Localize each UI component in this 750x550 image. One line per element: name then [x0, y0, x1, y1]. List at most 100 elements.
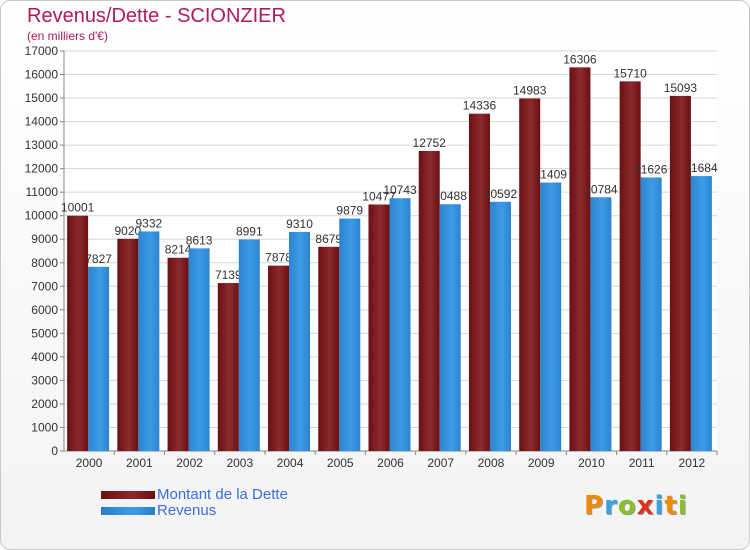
y-tick-label: 6000 [31, 303, 58, 317]
bar-revenue [439, 204, 461, 451]
bar-debt [268, 265, 290, 451]
data-label-revenue: 8991 [236, 224, 263, 238]
data-label-debt: 9020 [114, 224, 141, 238]
y-tick-label: 10000 [25, 209, 59, 223]
data-label-revenue: 10592 [484, 187, 518, 201]
logo-letter: i [654, 491, 665, 521]
bar-debt [669, 95, 691, 451]
data-label-debt: 16306 [563, 52, 597, 66]
bar-revenue [489, 201, 511, 451]
bar-debt [519, 98, 541, 451]
data-label-revenue: 10488 [434, 189, 468, 203]
x-tick-label: 2009 [528, 456, 555, 470]
data-label-revenue: 11409 [534, 168, 567, 182]
logo-letter: i [677, 491, 688, 521]
bar-revenue [540, 182, 562, 451]
bar-revenue [188, 248, 210, 451]
logo-letter: r [604, 491, 618, 521]
bar-revenue [690, 176, 712, 452]
data-label-debt: 14983 [513, 83, 547, 97]
x-tick-label: 2008 [478, 456, 505, 470]
bar-debt [67, 215, 89, 451]
bar-revenue [289, 231, 311, 451]
bar-revenue [88, 266, 110, 451]
data-label-revenue: 11684 [685, 161, 718, 175]
y-tick-label: 17000 [25, 44, 59, 58]
data-label-revenue: 9879 [336, 204, 363, 218]
bar-revenue [339, 218, 361, 451]
data-label-debt: 8214 [165, 243, 192, 257]
bar-revenue [640, 177, 662, 451]
data-label-revenue: 10784 [584, 182, 618, 196]
y-tick-label: 14000 [25, 115, 59, 129]
y-tick-label: 2000 [31, 397, 58, 411]
data-label-revenue: 10743 [383, 183, 417, 197]
data-label-debt: 10477 [362, 189, 396, 203]
bar-revenue [389, 198, 411, 451]
chart-title: Revenus/Dette - SCIONZIER [27, 5, 286, 27]
legend-item-revenue: Revenus [101, 503, 288, 519]
bar-revenue [138, 231, 160, 451]
legend-label-debt: Montant de la Dette [157, 486, 288, 503]
data-label-debt: 7878 [265, 251, 292, 265]
y-tick-label: 4000 [31, 350, 58, 364]
logo-letter: P [584, 491, 605, 521]
x-tick-label: 2006 [377, 456, 404, 470]
data-label-debt: 12752 [413, 136, 447, 150]
bar-debt [117, 238, 139, 451]
x-tick-label: 2010 [578, 456, 605, 470]
x-tick-label: 2001 [126, 456, 153, 470]
legend-item-debt: Montant de la Dette [101, 487, 288, 503]
logo-letter: o [617, 491, 637, 521]
data-label-revenue: 11626 [635, 162, 668, 176]
chart-subtitle: (en milliers d'€) [27, 29, 108, 43]
bar-debt [619, 81, 641, 452]
legend-swatch-debt [101, 491, 155, 499]
bar-debt [468, 113, 490, 452]
bar-debt [318, 246, 340, 451]
y-tick-label: 9000 [31, 232, 58, 246]
legend-swatch-revenue [101, 507, 155, 515]
y-tick-label: 7000 [31, 279, 58, 293]
y-tick-label: 1000 [31, 420, 58, 434]
bar-debt [569, 67, 591, 452]
y-tick-label: 5000 [31, 326, 58, 340]
y-tick-label: 3000 [31, 373, 58, 387]
data-label-revenue: 8613 [186, 233, 213, 247]
data-label-revenue: 7827 [85, 252, 112, 266]
y-tick-label: 8000 [31, 256, 58, 270]
x-tick-label: 2007 [427, 456, 454, 470]
bar-debt [217, 283, 239, 451]
data-label-debt: 15093 [664, 81, 698, 95]
y-tick-label: 12000 [25, 162, 59, 176]
data-label-revenue: 9332 [135, 216, 162, 230]
proxiti-logo: Proxiti [584, 491, 688, 521]
data-label-debt: 8679 [315, 232, 342, 246]
y-tick-label: 13000 [25, 138, 59, 152]
legend: Montant de la Dette Revenus [101, 487, 288, 519]
logo-letter: x [636, 491, 655, 521]
data-label-debt: 15710 [613, 66, 647, 80]
legend-label-revenue: Revenus [157, 502, 217, 519]
data-label-debt: 10001 [61, 201, 95, 215]
data-label-revenue: 9310 [286, 217, 313, 231]
bar-revenue [238, 239, 260, 451]
bar-debt [167, 257, 189, 451]
y-tick-label: 15000 [25, 91, 59, 105]
x-tick-label: 2005 [327, 456, 354, 470]
x-tick-label: 2012 [679, 456, 706, 470]
x-tick-label: 2011 [629, 456, 655, 470]
x-tick-label: 2000 [76, 456, 103, 470]
x-tick-label: 2004 [277, 456, 304, 470]
x-tick-label: 2003 [226, 456, 253, 470]
x-tick-label: 2002 [176, 456, 203, 470]
bar-debt [418, 150, 440, 451]
y-tick-label: 16000 [25, 68, 59, 82]
y-tick-label: 11000 [26, 185, 59, 199]
data-label-debt: 7139 [215, 268, 242, 282]
bar-revenue [590, 197, 612, 451]
y-tick-label: 0 [51, 444, 58, 458]
data-label-debt: 14336 [463, 99, 497, 113]
